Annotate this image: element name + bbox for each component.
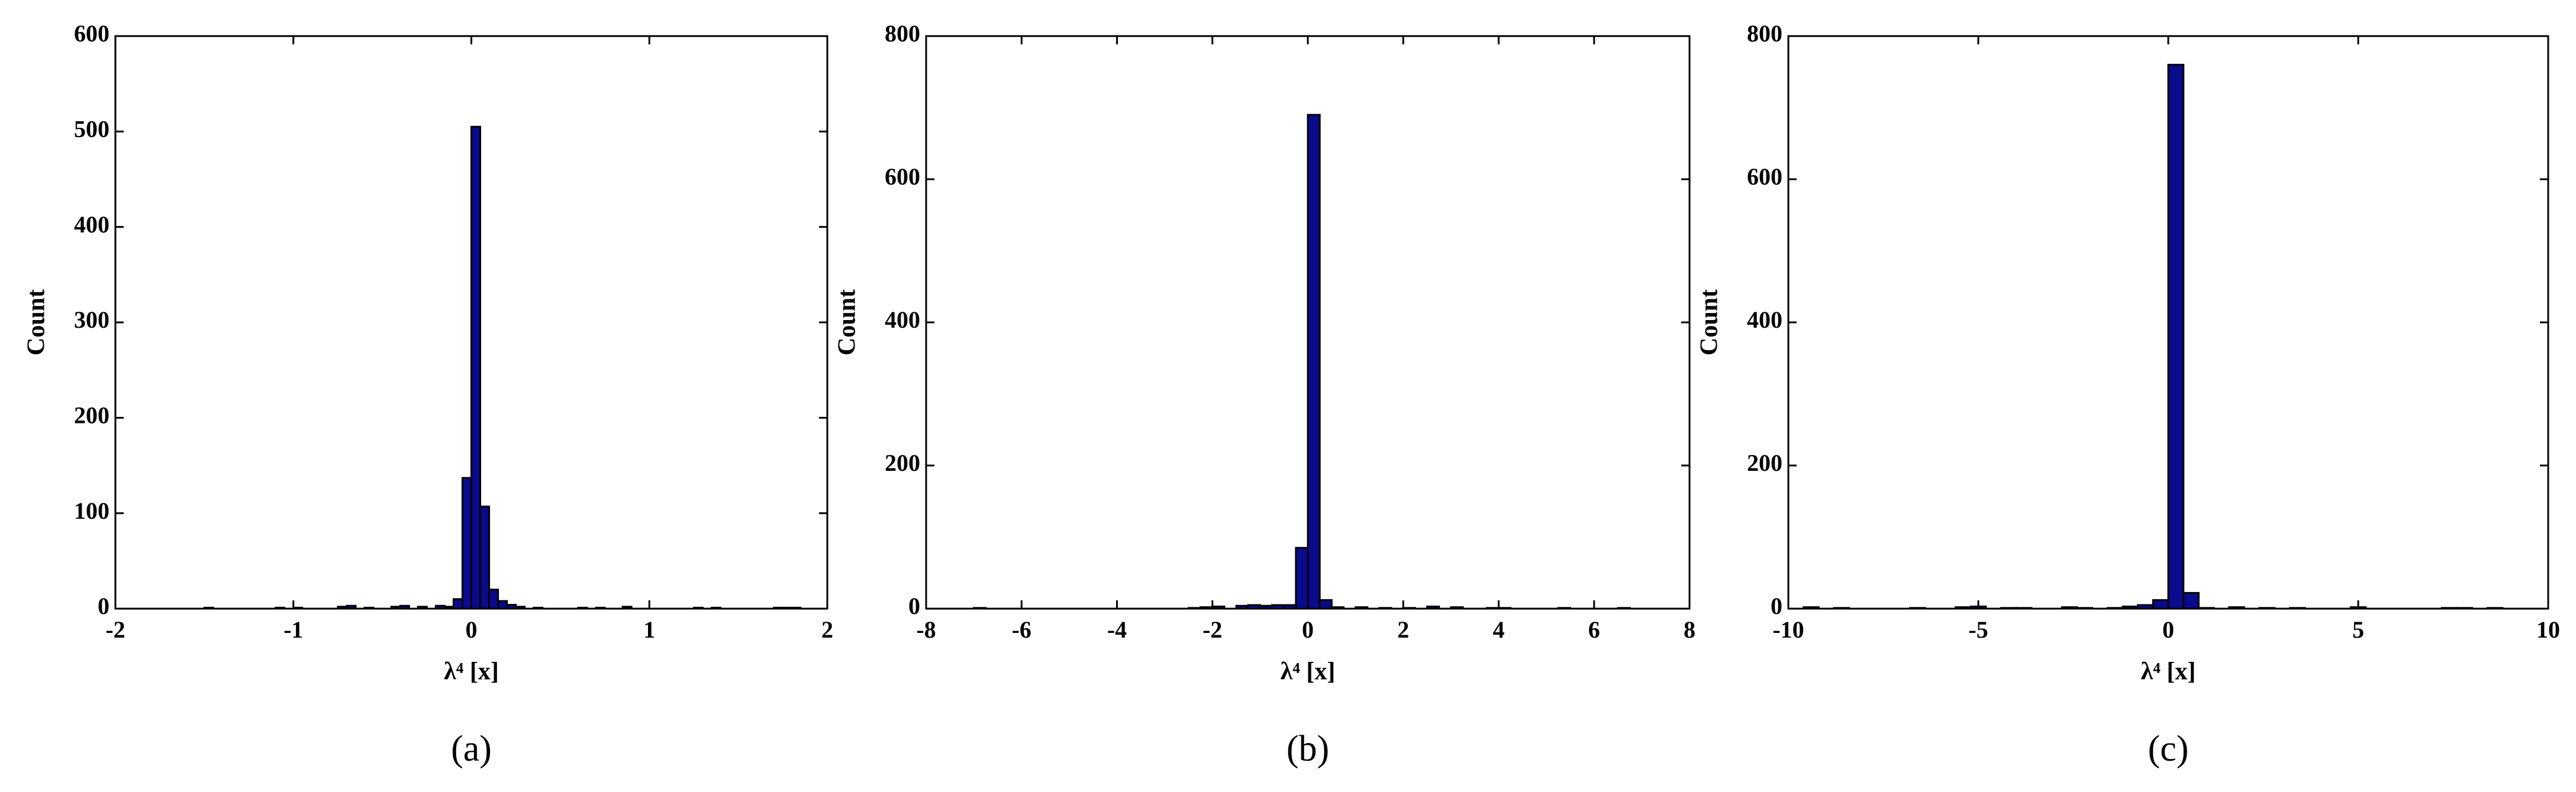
panel: 0 200 400 600 800 -10 -5 0 5 10 λ⁴ [x] Count (c) bbox=[1696, 20, 2560, 769]
y-tick-label: 300 bbox=[74, 306, 109, 333]
x-axis-label: λ⁴ [x] bbox=[2141, 658, 2196, 686]
y-tick-label: 0 bbox=[98, 593, 109, 619]
y-axis-label: Count bbox=[1696, 289, 1723, 355]
x-axis-label: λ⁴ [x] bbox=[444, 658, 499, 686]
panel: 0 200 400 600 800 -8 -6 -4 -2 0 2 4 6 8 λ⁴ [x] Count (b) bbox=[834, 20, 1695, 769]
bar bbox=[1307, 114, 1321, 610]
y-tick-label: 800 bbox=[1747, 20, 1782, 47]
x-tick-label: 0 bbox=[466, 616, 478, 643]
y-axis-label: Count bbox=[834, 289, 861, 355]
caption: (b) bbox=[1287, 729, 1329, 769]
x-tick-label: 0 bbox=[1302, 616, 1314, 643]
caption: (a) bbox=[451, 729, 492, 769]
y-tick-label: 0 bbox=[908, 593, 920, 619]
x-tick-label: 8 bbox=[1684, 616, 1695, 643]
y-axis-label: Count bbox=[23, 289, 50, 355]
x-tick-label: 2 bbox=[821, 616, 833, 643]
y-tick-label: 600 bbox=[74, 20, 109, 47]
y-tick-label: 100 bbox=[74, 497, 109, 524]
y-tick-label: 200 bbox=[885, 450, 920, 476]
y-tick-label: 200 bbox=[1747, 450, 1782, 476]
x-tick-label: 6 bbox=[1588, 616, 1600, 643]
bar bbox=[461, 477, 473, 610]
x-tick-label: 10 bbox=[2536, 616, 2560, 643]
y-tick-label: 0 bbox=[1771, 593, 1782, 619]
y-tick-label: 600 bbox=[885, 163, 920, 190]
y-tick-label: 600 bbox=[1747, 163, 1782, 190]
x-tick-label: -5 bbox=[1968, 616, 1988, 643]
x-tick-label: 0 bbox=[2162, 616, 2174, 643]
bar bbox=[488, 589, 499, 610]
bar bbox=[1295, 547, 1309, 610]
y-tick-label: 200 bbox=[74, 402, 109, 429]
bar bbox=[2167, 63, 2185, 610]
y-tick-label: 800 bbox=[885, 20, 920, 47]
y-tick-label: 400 bbox=[885, 306, 920, 333]
x-tick-label: 2 bbox=[1397, 616, 1409, 643]
bar bbox=[2182, 591, 2200, 610]
y-tick-label: 500 bbox=[74, 116, 109, 143]
bar bbox=[470, 125, 482, 610]
bar bbox=[2152, 599, 2169, 610]
x-tick-label: 1 bbox=[643, 616, 655, 643]
y-tick-label: 400 bbox=[1747, 306, 1782, 333]
panel: 0 100 200 300 400 500 600 -2 -1 0 1 2 λ⁴ [x] Count (a) bbox=[23, 20, 833, 769]
x-tick-label: -8 bbox=[916, 616, 936, 643]
y-tick-label: 400 bbox=[74, 211, 109, 238]
x-tick-label: -2 bbox=[105, 616, 125, 643]
x-tick-label: -4 bbox=[1107, 616, 1127, 643]
x-tick-label: -6 bbox=[1012, 616, 1031, 643]
bar bbox=[479, 505, 491, 610]
x-tick-label: -1 bbox=[283, 616, 303, 643]
caption: (c) bbox=[2148, 729, 2189, 769]
x-tick-label: -10 bbox=[1772, 616, 1804, 643]
bar bbox=[452, 598, 463, 610]
x-tick-label: -2 bbox=[1202, 616, 1222, 643]
x-axis-label: λ⁴ [x] bbox=[1281, 658, 1336, 686]
bar bbox=[497, 600, 508, 610]
x-tick-label: 5 bbox=[2352, 616, 2364, 643]
x-tick-label: 4 bbox=[1493, 616, 1505, 643]
bar bbox=[1318, 599, 1333, 610]
